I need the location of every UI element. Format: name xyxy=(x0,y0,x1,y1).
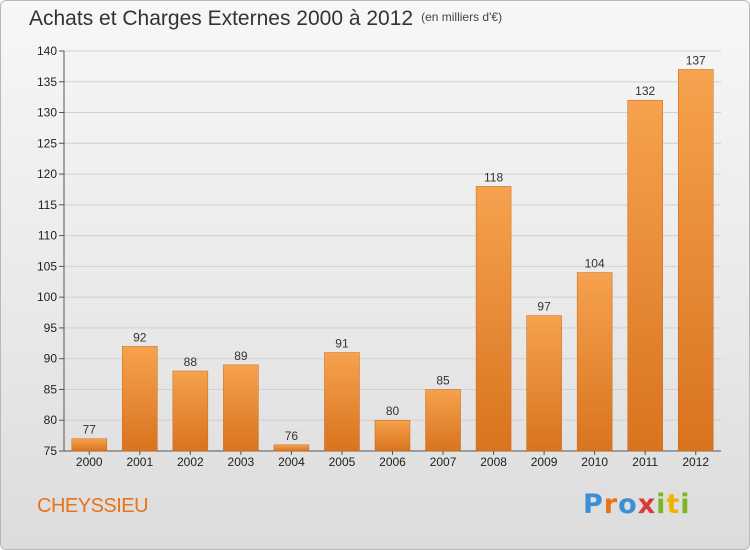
x-tick-label: 2005 xyxy=(329,455,356,469)
logo-letter: o xyxy=(618,489,638,520)
x-tick-label: 2006 xyxy=(379,455,406,469)
bar-value-label: 89 xyxy=(234,349,248,363)
bar xyxy=(324,352,360,452)
x-tick-label: 2011 xyxy=(632,455,658,469)
bar xyxy=(122,346,158,452)
logo-letter: r xyxy=(603,489,619,520)
bar xyxy=(71,438,108,452)
x-tick-label: 2004 xyxy=(278,455,305,469)
x-tick-label: 2010 xyxy=(581,455,608,469)
bar xyxy=(576,272,613,452)
bar xyxy=(526,315,562,452)
proxiti-logo[interactable]: Proxiti xyxy=(583,489,691,520)
logo-letter: t xyxy=(666,489,681,520)
bar-value-label: 92 xyxy=(133,330,147,344)
bar-value-label: 132 xyxy=(635,84,655,98)
bar xyxy=(172,370,209,452)
commune-name: CHEYSSIEU xyxy=(37,495,149,517)
bar-value-label: 137 xyxy=(686,53,706,67)
chart-unit: (en milliers d'€) xyxy=(421,10,503,24)
y-tick-label: 95 xyxy=(44,321,58,335)
y-tick-label: 130 xyxy=(37,106,57,120)
logo-letter: P xyxy=(583,489,604,520)
bar-value-label: 91 xyxy=(335,337,349,351)
bar xyxy=(475,186,512,452)
bar-value-label: 104 xyxy=(585,257,605,271)
logo-letter: x xyxy=(637,489,657,520)
bar-value-label: 76 xyxy=(285,429,299,443)
x-tick-label: 2007 xyxy=(430,455,457,469)
bar-value-label: 85 xyxy=(436,373,450,387)
y-tick-label: 75 xyxy=(44,444,58,458)
bar-value-label: 97 xyxy=(537,300,551,314)
x-tick-label: 2009 xyxy=(531,455,558,469)
chart-title: Achats et Charges Externes 2000 à 2012 (e… xyxy=(29,7,502,31)
bar xyxy=(223,364,259,452)
logo-letter: i xyxy=(656,489,667,520)
x-tick-label: 2001 xyxy=(126,455,153,469)
y-tick-label: 80 xyxy=(44,413,58,427)
bar-value-label: 77 xyxy=(83,423,97,437)
x-tick-label: 2008 xyxy=(480,455,507,469)
y-tick-label: 85 xyxy=(44,382,58,396)
bar-value-label: 118 xyxy=(484,170,503,184)
y-tick-label: 115 xyxy=(38,198,57,212)
y-tick-label: 125 xyxy=(37,136,57,150)
x-tick-label: 2012 xyxy=(682,455,709,469)
y-tick-label: 140 xyxy=(37,44,57,58)
bar xyxy=(273,444,310,452)
logo-letter: i xyxy=(680,489,691,520)
chart-title-text: Achats et Charges Externes 2000 à 2012 xyxy=(29,7,414,30)
bar-value-label: 88 xyxy=(184,355,198,369)
bar-value-label: 80 xyxy=(386,404,400,418)
y-tick-label: 135 xyxy=(37,75,57,89)
bar xyxy=(374,419,411,452)
y-tick-label: 110 xyxy=(38,229,57,243)
bar xyxy=(677,69,714,452)
y-tick-label: 100 xyxy=(37,290,57,304)
y-tick-label: 90 xyxy=(44,352,58,366)
bar xyxy=(425,389,461,452)
x-tick-label: 2003 xyxy=(228,455,255,469)
x-tick-label: 2000 xyxy=(76,455,103,469)
bar xyxy=(627,99,663,452)
y-tick-label: 120 xyxy=(37,167,57,181)
x-tick-label: 2002 xyxy=(177,455,204,469)
y-tick-label: 105 xyxy=(37,259,57,273)
